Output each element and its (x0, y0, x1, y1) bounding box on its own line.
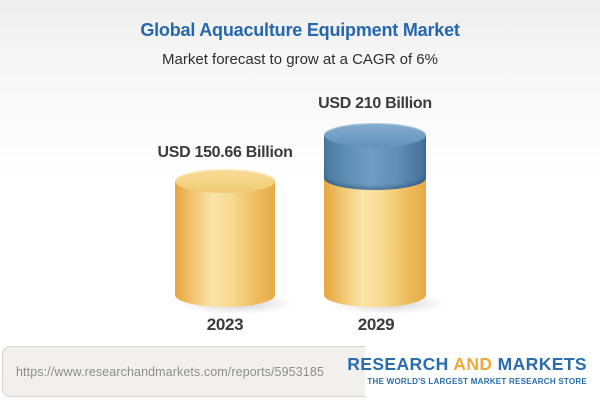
research-and-markets-logo: RESEARCH AND MARKETS THE WORLD'S LARGEST… (347, 341, 600, 400)
bar-cylinder-2029 (324, 123, 426, 307)
x-axis-label-2029: 2029 (357, 315, 395, 334)
bar-cylinder-2023 (175, 169, 275, 307)
bar-value-label-2023: USD 150.66 Billion (157, 144, 293, 161)
logo-word-and: AND (453, 354, 493, 375)
logo-tagline: THE WORLD'S LARGEST MARKET RESEARCH STOR… (367, 376, 587, 386)
report-url: https://www.researchandmarkets.com/repor… (16, 364, 324, 379)
logo-word-markets: MARKETS (497, 354, 587, 375)
bar-2023-gold-segment (175, 181, 275, 307)
bar-2029-top-ellipse (324, 123, 426, 147)
x-axis-label-2023: 2023 (206, 315, 244, 334)
logo-word-research: RESEARCH (347, 354, 449, 375)
page-title: Global Aquaculture Equipment Market (140, 20, 460, 40)
bar-2023-top-ellipse (175, 169, 275, 193)
page-subtitle: Market forecast to grow at a CAGR of 6% (162, 51, 438, 68)
logo-wordmark: RESEARCH AND MARKETS (347, 355, 587, 374)
bar-value-label-2029: USD 210 Billion (318, 95, 432, 112)
